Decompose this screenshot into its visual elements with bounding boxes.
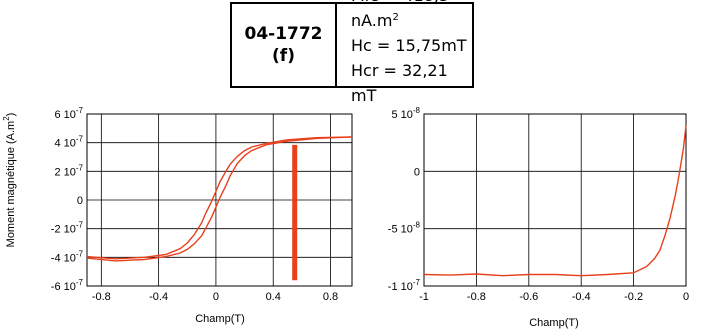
hcr-value: Hcr = 32,21 mT (351, 60, 448, 105)
mrs-value: Mrs = 418,3 nA.m2 (351, 0, 472, 33)
sample-id: 04-1772 (244, 24, 323, 44)
chart2-frame (423, 113, 687, 287)
chart1-x-tick-label: -0.8 (92, 291, 111, 303)
panel-label: (f) (272, 46, 295, 66)
chart2-y-tick-label: 5 10-8 (391, 106, 420, 121)
chart1-y-axis-label: Moment magnétique (A.m2) (2, 113, 17, 248)
chart1-series-line (86, 136, 353, 262)
chart1-y-tick-label: -2 10-7 (51, 221, 84, 236)
chart2-y-tick-label: -1 10-7 (388, 278, 421, 293)
sample-id-cell: 04-1772 (f) (232, 4, 337, 86)
mrs-exponent: 2 (392, 11, 399, 23)
chart1-y-tick-label: 0 (77, 195, 83, 207)
chart1-x-tick-label: 0.8 (323, 291, 338, 303)
chart2-x-tick-label: -1 (419, 291, 429, 303)
chart1-x-tick-label: 0.4 (266, 291, 281, 303)
chart2-y-tick-label: 0 (414, 166, 420, 178)
plot-marks (86, 125, 687, 281)
chart2-x-tick-label: -0.2 (624, 291, 643, 303)
chart2-y-tick-label: -5 10-8 (388, 221, 421, 236)
chart1-x-tick-label: 0 (213, 291, 219, 303)
chart2-x-tick-label: -0.8 (467, 291, 486, 303)
plot-grids (86, 113, 687, 287)
sample-info-box: 04-1772 (f) Mrs = 418,3 nA.m2 Hc = 15,75… (230, 0, 474, 105)
chart2-series-line (423, 125, 687, 277)
mrs-text: Mrs = 418,3 nA.m (351, 0, 449, 30)
chart1-frame (86, 113, 353, 287)
chart1-y-tick-label: 2 10-7 (54, 163, 83, 178)
chart1-x-tick-label: -0.4 (149, 291, 168, 303)
hc-value: Hc = 15,75mT (351, 35, 467, 55)
plot-labels: -0.8 -0.4 0 0.4 0.8 -6 10-7 -4 10-7 -2 10-7 0 2 1… (2, 106, 689, 329)
chart1-series-line (86, 136, 353, 260)
chart1-y-tick-label: 4 10-7 (54, 135, 83, 150)
chart1-y-tick-label: 6 10-7 (54, 106, 83, 121)
chart2-x-tick-label: -0.6 (519, 291, 538, 303)
chart2-x-tick-label: -0.4 (572, 291, 591, 303)
chart2-x-tick-label: 0 (683, 291, 689, 303)
chart1-y-tick-label: -4 10-7 (51, 249, 84, 264)
magnetic-parameters: Mrs = 418,3 nA.m2 Hc = 15,75mT Hcr = 32,… (337, 0, 472, 105)
chart2-x-axis-label: Champ(T) (529, 317, 579, 329)
chart1-y-tick-label: -6 10-7 (51, 278, 84, 293)
chart1-x-axis-label: Champ(T) (195, 313, 245, 325)
